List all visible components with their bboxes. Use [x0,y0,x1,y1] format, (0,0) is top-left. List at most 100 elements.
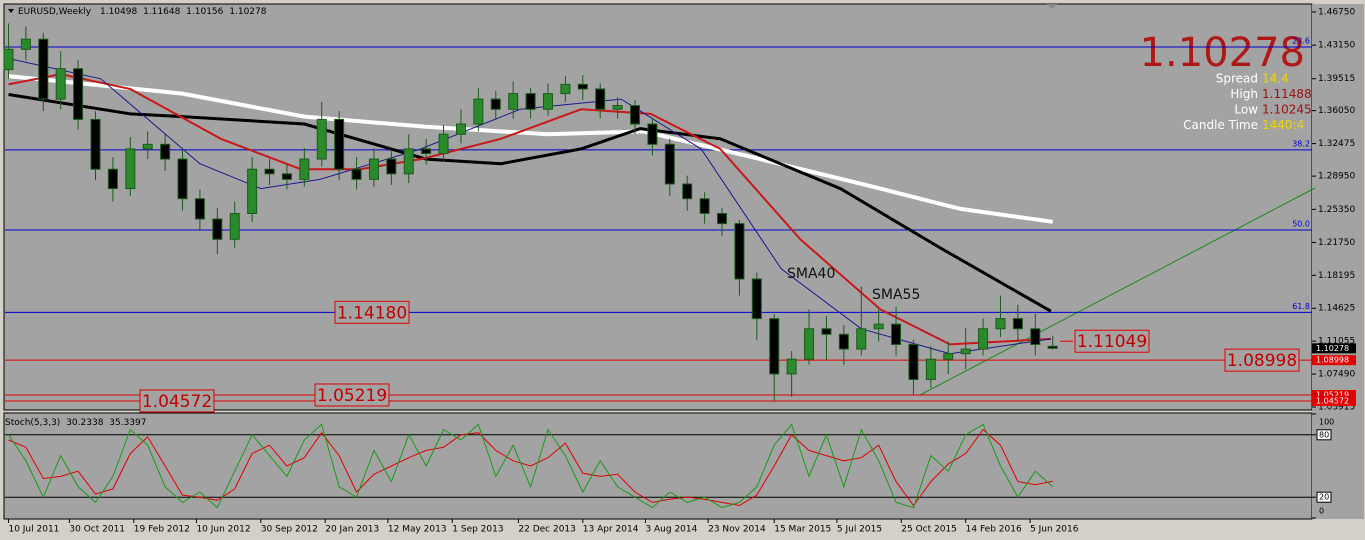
candle-body [647,123,658,145]
y-tick-label: 1.28950 [1318,172,1355,182]
open: 1.10498 [100,7,137,17]
price-label-box [139,389,215,413]
y-tick-label: 1.36050 [1318,106,1355,116]
candle-body [873,323,884,330]
price-label-box [314,383,390,407]
candle-body [1047,345,1058,349]
candle-body [1030,328,1041,345]
x-tick-label: 10 Jul 2011 [8,525,59,535]
candle-body [995,318,1006,330]
x-tick-label: 20 Jan 2013 [325,525,379,535]
candle-body [595,88,606,110]
candle-body [717,212,728,225]
price-label-box [334,300,410,324]
candle-body [438,133,449,155]
candle-body [630,105,641,125]
candle-body [264,168,275,175]
candle-body [786,358,797,375]
candle-body [316,118,327,160]
axis-price-label: 1.05219 [1316,390,1349,399]
x-tick-label: 22 Dec 2013 [518,525,576,535]
candle-body [107,168,118,190]
close: 1.10278 [229,7,266,17]
candle-body [908,343,919,380]
y-tick-label: 1.46750 [1318,7,1355,17]
annotation: SMA55 [872,287,920,303]
candle-body [386,158,397,175]
price-label: 1.05219 [317,386,387,406]
price-label: 1.14180 [337,303,407,323]
y-tick-label: 1.11055 [1318,337,1355,347]
info-value: 1.10245 [1262,103,1312,117]
stoch-tick-box [1316,491,1332,503]
x-tick-label: 25 Oct 2015 [901,525,957,535]
x-tick-label: 23 Nov 2014 [708,525,766,535]
x-tick-label: 5 Jul 2015 [837,525,882,535]
fib-label: 38.2 [1292,139,1310,148]
x-tick-label: 30 Oct 2011 [69,525,125,535]
stoch-tick-box [1316,429,1332,441]
candle-body [960,348,971,355]
low: 1.10156 [186,7,223,17]
candle-body [55,68,66,100]
candle-body [734,223,745,280]
price-label: 1.04572 [142,392,212,412]
axis-price-label: 1.04572 [1316,396,1349,405]
stoch-line [8,428,1053,507]
candle-body [3,48,14,71]
candle-body [194,198,205,220]
candle-body [542,93,553,110]
candle-body [368,158,379,180]
axis-price-box [1312,389,1356,400]
y-tick-label: 1.32475 [1318,139,1355,149]
candle-body [978,328,989,350]
y-tick-label: 1.18195 [1318,271,1355,281]
info-label: High [1230,87,1258,101]
candle-body [508,93,519,110]
x-tick-label: 15 Mar 2015 [774,525,831,535]
info-value: 1440:4 [1262,118,1304,132]
candle-body [455,123,466,135]
candle-body [612,105,623,110]
candle-body [804,328,815,360]
candle-body [682,183,693,200]
price-label: 1.11049 [1077,332,1147,352]
candle-body [664,143,675,185]
stoch-k-value: 30.2338 [66,418,103,428]
stoch-header: Stoch(5,3,3) 30.2338 35.3397 [5,418,147,428]
axis-price-box [1312,355,1356,366]
candle-body [751,278,762,320]
x-tick-label: 13 Apr 2014 [583,525,639,535]
candle-body [281,173,292,180]
moving-average [8,73,1051,346]
info-label: Candle Time [1183,118,1258,132]
axis-current-label: 1.10278 [1316,344,1349,353]
candle-body [421,148,432,155]
candle-body [891,323,902,345]
annotation: SMA40 [787,266,835,282]
info-value: 14.4 [1262,72,1289,86]
fib-label: 61.8 [1292,302,1310,311]
y-tick-label: 1.21750 [1318,238,1355,248]
candle-body [160,143,171,160]
y-tick-label: 1.07490 [1318,370,1355,380]
candle-body [560,83,571,95]
candle-body [125,148,136,190]
y-tick-label: 1.14625 [1318,304,1355,314]
stoch-d-value: 35.3397 [109,418,146,428]
x-tick-label: 10 Jun 2012 [196,525,250,535]
symbol: EURUSD,Weekly [18,7,92,17]
candle-body [229,212,240,240]
y-tick-label: 1.43150 [1318,41,1355,51]
candle-body [177,158,188,200]
axis-current-box [1312,343,1356,354]
scroll-marker [1047,4,1057,9]
candle-body [334,118,345,170]
candle-body [38,38,49,100]
y-tick-label: 1.39515 [1318,74,1355,84]
candle-body [577,83,588,90]
x-tick-label: 30 Sep 2012 [261,525,318,535]
stoch-line [8,423,1054,509]
current-price: 1.10278 [1140,30,1305,76]
